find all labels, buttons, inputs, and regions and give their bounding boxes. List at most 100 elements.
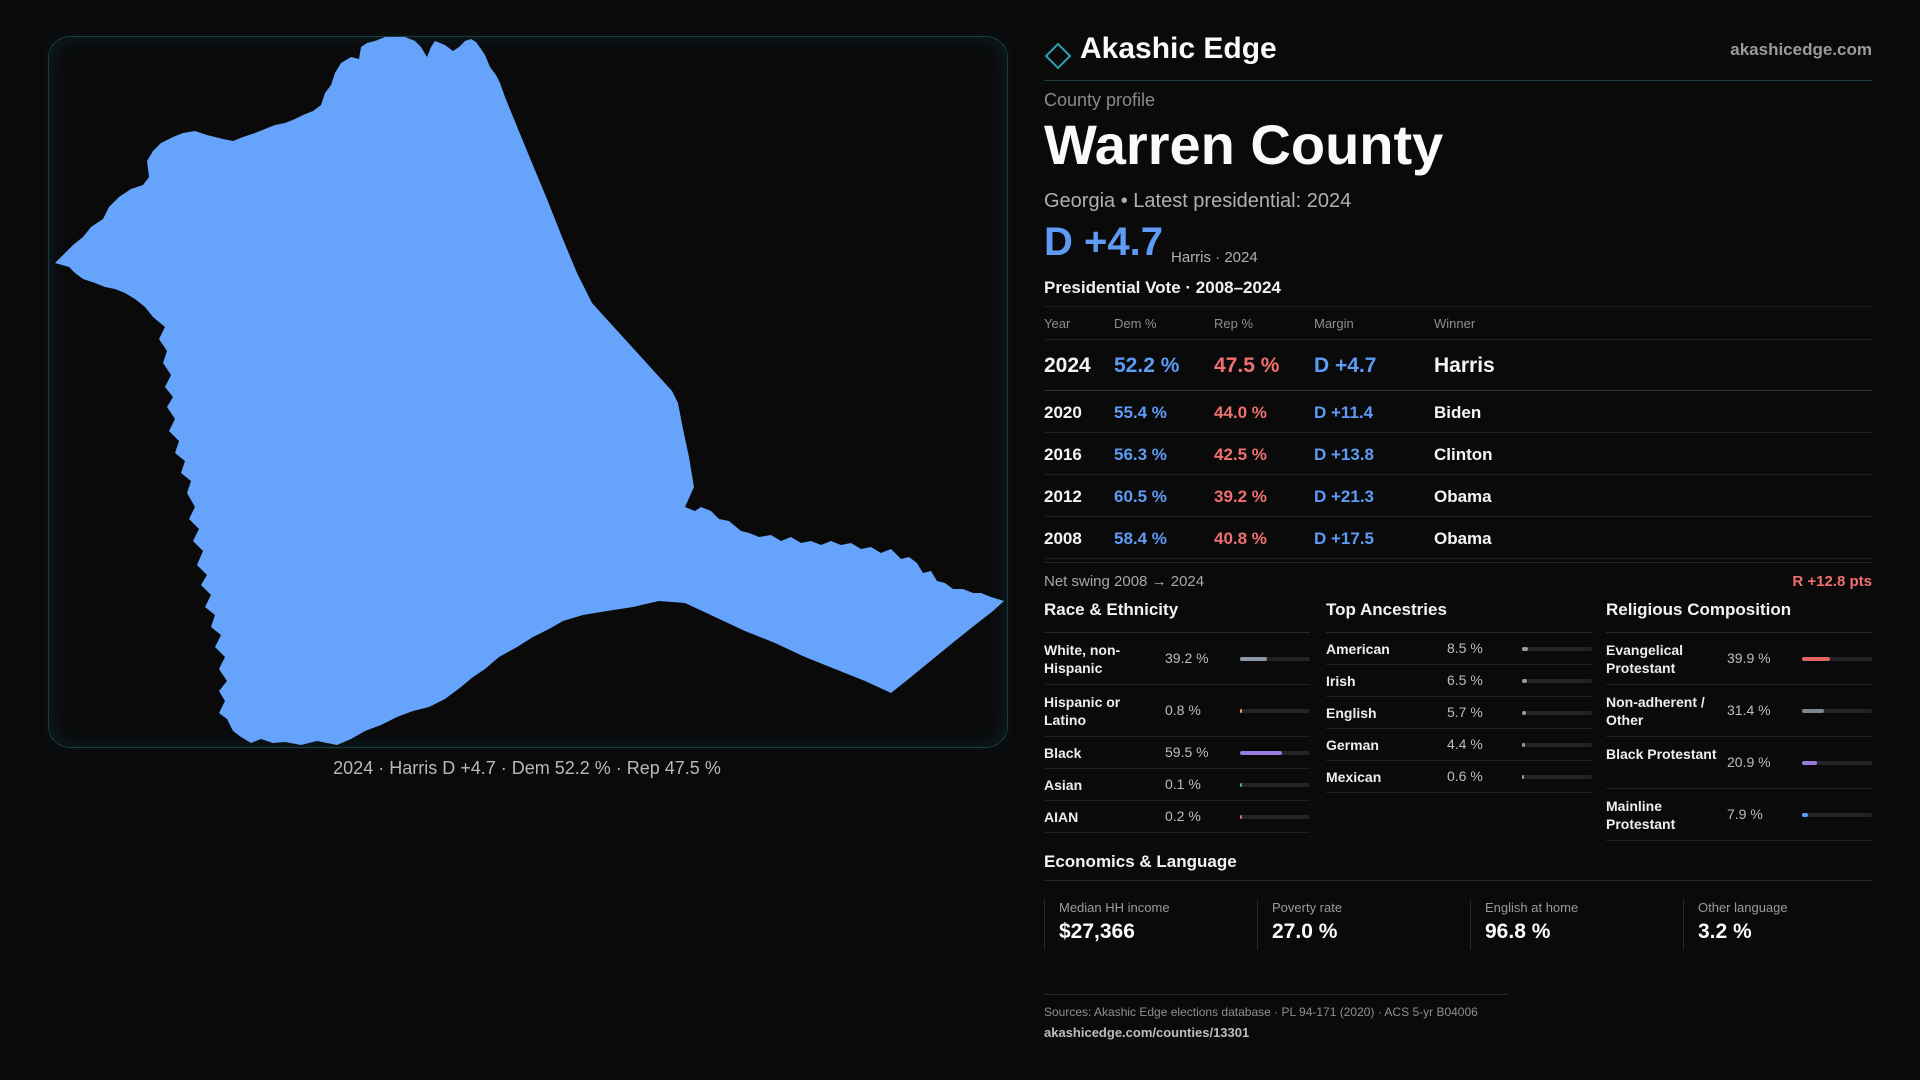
stat-label: Poverty rate: [1272, 900, 1343, 915]
brand-url-link[interactable]: akashicedge.com: [1730, 40, 1872, 59]
county-page-link[interactable]: akashicedge.com/counties/13301: [1044, 1025, 1250, 1040]
religion-section: Religious Composition Evangelical Protes…: [1606, 600, 1872, 841]
share-bar: [1802, 657, 1872, 661]
dem-share-cell: 52.2 %: [1114, 354, 1180, 377]
share-bar-fill: [1522, 743, 1525, 747]
list-item: Mexican 0.6 %: [1326, 761, 1592, 793]
item-value: 7.9 %: [1727, 806, 1763, 822]
table-row: 2008 58.4 % 40.8 % D +17.5 Obama: [1044, 517, 1872, 559]
margin-cell: D +13.8: [1314, 445, 1375, 464]
table-header-row: Year Dem % Rep % Margin Winner: [1044, 307, 1872, 340]
year-cell: 2016: [1044, 445, 1082, 464]
item-label: Non-adherent / Other: [1606, 694, 1705, 728]
item-label: German: [1326, 737, 1379, 753]
margin-cell: D +11.4: [1314, 403, 1374, 422]
share-bar-fill: [1240, 815, 1242, 819]
item-label: White, non-Hispanic: [1044, 642, 1121, 676]
brand-header: Akashic Edge akashicedge.com: [1044, 30, 1872, 81]
winner-cell: Harris: [1434, 354, 1495, 377]
year-cell: 2024: [1044, 354, 1091, 377]
share-bar: [1802, 813, 1872, 817]
share-bar: [1240, 657, 1310, 661]
ancestries-section: Top Ancestries American 8.5 % Irish 6.5 …: [1326, 600, 1592, 793]
sources-footer: Sources: Akashic Edge elections database…: [1044, 994, 1508, 1040]
share-bar-fill: [1802, 813, 1808, 817]
list-item: American 8.5 %: [1326, 633, 1592, 665]
share-bar: [1522, 743, 1592, 747]
item-label: Irish: [1326, 673, 1356, 689]
margin-cell: D +17.5: [1314, 529, 1375, 548]
list-item: Evangelical Protestant 39.9 %: [1606, 633, 1872, 685]
share-bar-fill: [1240, 657, 1267, 661]
list-item: Irish 6.5 %: [1326, 665, 1592, 697]
race-ethnicity-section: Race & Ethnicity White, non-Hispanic 39.…: [1044, 600, 1310, 833]
winner-cell: Obama: [1434, 529, 1492, 548]
item-value: 6.5 %: [1447, 672, 1483, 688]
item-value: 0.8 %: [1165, 702, 1201, 718]
stat-value: 96.8 %: [1485, 920, 1551, 943]
table-row: 2020 55.4 % 44.0 % D +11.4 Biden: [1044, 391, 1872, 433]
column-header: Dem %: [1114, 316, 1157, 331]
share-bar-fill: [1240, 751, 1282, 755]
share-bar-fill: [1522, 775, 1524, 779]
stat-poverty-rate: Poverty rate 27.0 %: [1257, 900, 1458, 950]
economics-heading: Economics & Language: [1044, 852, 1237, 871]
stat-label: Other language: [1698, 900, 1788, 915]
page-title: Warren County: [1044, 113, 1444, 176]
item-value: 59.5 %: [1165, 744, 1209, 760]
share-bar: [1522, 679, 1592, 683]
year-cell: 2012: [1044, 487, 1082, 506]
table-row: 2024 52.2 % 47.5 % D +4.7 Harris: [1044, 340, 1872, 391]
dem-share-cell: 56.3 %: [1114, 445, 1167, 464]
ancestries-heading: Top Ancestries: [1326, 600, 1592, 633]
presidential-vote-heading: Presidential Vote · 2008–2024: [1044, 278, 1281, 297]
item-value: 0.1 %: [1165, 776, 1201, 792]
list-item: Non-adherent / Other 31.4 %: [1606, 685, 1872, 737]
sources-line: Sources: Akashic Edge elections database…: [1044, 1005, 1478, 1019]
presidential-vote-table: Year Dem % Rep % Margin Winner 2024 52.2…: [1044, 306, 1872, 559]
item-label: American: [1326, 641, 1390, 657]
list-item: English 5.7 %: [1326, 697, 1592, 729]
stat-value: 27.0 %: [1272, 920, 1338, 943]
column-header: Rep %: [1214, 316, 1254, 331]
stat-english-at-home: English at home 96.8 %: [1470, 900, 1671, 950]
share-bar-fill: [1522, 647, 1528, 651]
share-bar: [1240, 709, 1310, 713]
share-bar: [1522, 647, 1592, 651]
share-bar-fill: [1802, 657, 1830, 661]
column-header: Winner: [1434, 316, 1476, 331]
share-bar: [1522, 775, 1592, 779]
county-map-panel: [48, 36, 1008, 748]
rep-share-cell: 47.5 %: [1214, 354, 1280, 377]
stat-label: English at home: [1485, 900, 1579, 915]
brand-name: Akashic Edge: [1080, 32, 1277, 65]
share-bar: [1240, 751, 1310, 755]
stat-value: $27,366: [1059, 920, 1135, 943]
latest-margin: D +4.7: [1044, 220, 1163, 264]
margin-cell: D +4.7: [1314, 354, 1377, 377]
item-label: Asian: [1044, 777, 1083, 793]
item-value: 4.4 %: [1447, 736, 1483, 752]
list-item: Black 59.5 %: [1044, 737, 1310, 769]
stat-other-language: Other language 3.2 %: [1683, 900, 1884, 950]
dem-share-cell: 55.4 %: [1114, 403, 1167, 422]
net-swing-value: R +12.8 pts: [1792, 573, 1872, 590]
share-bar-fill: [1522, 711, 1526, 715]
item-label: Black Protestant: [1606, 746, 1717, 762]
share-bar: [1522, 711, 1592, 715]
stat-label: Median HH income: [1059, 900, 1170, 915]
list-item: Asian 0.1 %: [1044, 769, 1310, 801]
map-caption: 2024 · Harris D +4.7 · Dem 52.2 % · Rep …: [333, 758, 721, 778]
winner-cell: Obama: [1434, 487, 1492, 506]
dem-share-cell: 60.5 %: [1114, 487, 1167, 506]
county-shape: [55, 37, 1004, 745]
list-item: Hispanic or Latino 0.8 %: [1044, 685, 1310, 737]
table-row: 2012 60.5 % 39.2 % D +21.3 Obama: [1044, 475, 1872, 517]
margin-cell: D +21.3: [1314, 487, 1375, 506]
column-header: Year: [1044, 316, 1071, 331]
item-value: 31.4 %: [1727, 702, 1771, 718]
net-swing-label: Net swing 2008 → 2024: [1044, 573, 1205, 590]
share-bar-fill: [1240, 783, 1242, 787]
economics-section: Economics & Language: [1044, 852, 1872, 881]
column-header: Margin: [1314, 316, 1354, 331]
